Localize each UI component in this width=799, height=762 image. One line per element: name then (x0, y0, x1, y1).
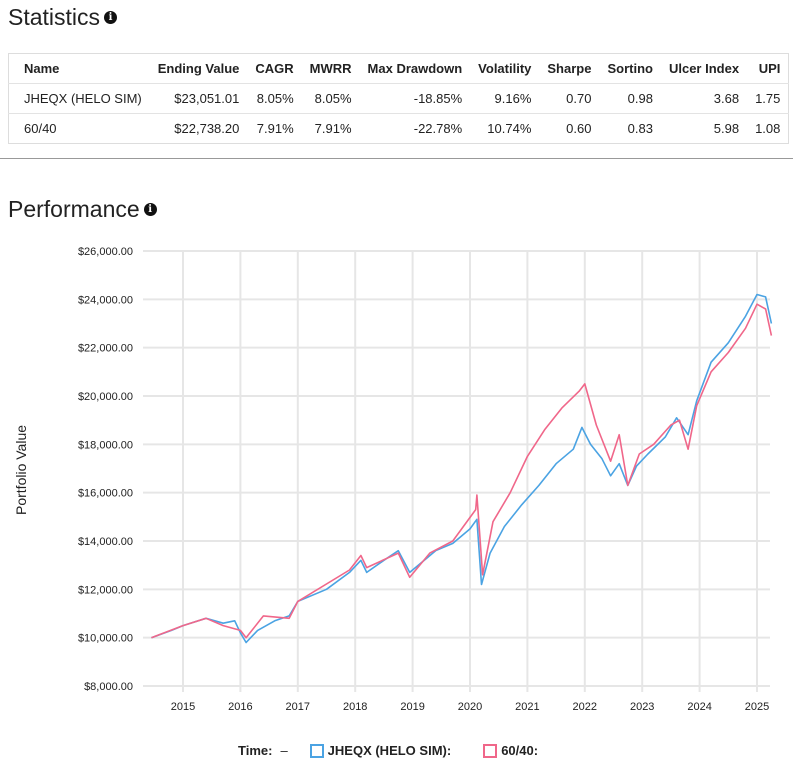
column-header[interactable]: Ulcer Index (660, 53, 748, 84)
legend-6040[interactable]: 60/40: (501, 743, 539, 758)
table-cell: 5.98 (713, 121, 740, 136)
performance-title: Performance i (8, 196, 157, 223)
y-axis-label: Portfolio Value (13, 425, 29, 515)
table-cell: $23,051.01 (149, 83, 248, 114)
table-cell: $22,738.20 (174, 121, 240, 136)
table-cell: 0.70 (539, 83, 600, 114)
legend-swatch-jheqx[interactable] (309, 743, 324, 758)
column-header[interactable]: Sortino (599, 53, 661, 84)
x-tick-label: 2017 (286, 701, 310, 713)
column-header[interactable]: CAGR (247, 53, 302, 84)
chart-legend: Time: – JHEQX (HELO SIM): 60/40: (238, 743, 538, 758)
table-header: Name Ending Value CAGR MWRR Max Drawdown Vola… (8, 53, 789, 84)
series-line-jheqx (151, 293, 773, 644)
table-cell: 7.91% (314, 121, 352, 136)
table-cell: 0.83 (627, 121, 653, 136)
x-tick-label: 2016 (228, 701, 252, 713)
y-tick-label: $24,000.00 (78, 294, 133, 306)
table-cell: 9.16% (470, 83, 540, 114)
legend-time-label: Time: (238, 743, 273, 758)
y-tick-label: $14,000.00 (78, 536, 133, 548)
column-header[interactable]: Name (8, 53, 150, 84)
table-cell: 1.75 (747, 83, 789, 114)
x-tick-label: 2015 (171, 701, 195, 713)
table-cell: 3.68 (660, 83, 748, 114)
table-cell: -18.85% (359, 83, 471, 114)
divider (0, 158, 793, 159)
statistics-title: Statistics i (8, 4, 118, 31)
performance-chart[interactable]: $8,000.00 $10,000.00 $12,000.00 $14,000.00 $… (0, 230, 799, 730)
column-header[interactable]: MWRR (301, 53, 360, 84)
y-tick-label: $8,000.00 (84, 681, 133, 693)
series-line-6040 (151, 303, 773, 639)
statistics-table: Name Ending Value CAGR MWRR Max Drawdown Vola… (8, 53, 790, 144)
column-header[interactable]: UPI (747, 53, 789, 84)
column-header[interactable]: Max Drawdown (359, 53, 471, 84)
info-icon[interactable]: i (104, 11, 118, 24)
table-cell: 8.05% (247, 83, 302, 114)
x-tick-label: 2020 (458, 701, 482, 713)
x-tick-label: 2022 (573, 701, 597, 713)
x-tick-label: 2023 (630, 701, 654, 713)
column-header[interactable]: Ending Value (149, 53, 248, 84)
table-cell: 7.91% (256, 121, 294, 136)
table-cell: 1.08 (755, 121, 781, 136)
performance-title-text: Performance (8, 196, 140, 222)
table-cell: 60/40 (24, 121, 57, 136)
x-tick-label: 2021 (515, 701, 539, 713)
table-cell: 0.60 (566, 121, 592, 136)
legend-time-value: – (280, 743, 288, 758)
legend-jheqx[interactable]: JHEQX (HELO SIM): (327, 743, 452, 758)
table-cell: 0.98 (599, 83, 661, 114)
y-tick-label: $26,000.00 (78, 246, 133, 258)
table-cell: 10.74% (487, 121, 532, 136)
x-tick-label: 2024 (687, 701, 711, 713)
y-tick-label: $18,000.00 (78, 439, 133, 451)
table-cell: -22.78% (413, 121, 463, 136)
y-tick-label: $10,000.00 (78, 633, 133, 645)
table-cell: 8.05% (301, 83, 360, 114)
y-tick-label: $22,000.00 (78, 343, 133, 355)
y-tick-label: $20,000.00 (78, 391, 133, 403)
table-cell: JHEQX (HELO SIM) (8, 83, 150, 114)
legend-swatch-6040[interactable] (483, 743, 498, 758)
x-tick-label: 2025 (745, 701, 769, 713)
statistics-title-text: Statistics (8, 4, 101, 30)
column-header[interactable]: Volatility (470, 53, 540, 84)
x-tick-label: 2018 (343, 701, 367, 713)
y-tick-label: $12,000.00 (78, 584, 133, 596)
column-header[interactable]: Sharpe (539, 53, 600, 84)
table-row: 60/40 $22,738.20 7.91% 7.91% -22.78% 10.74% 0.… (9, 114, 789, 144)
info-icon[interactable]: i (143, 203, 157, 216)
x-tick-label: 2019 (400, 701, 424, 713)
table-row: JHEQX (HELO SIM) $23,051.01 8.05% 8.05% -18.… (8, 83, 789, 114)
y-tick-label: $16,000.00 (78, 488, 133, 500)
